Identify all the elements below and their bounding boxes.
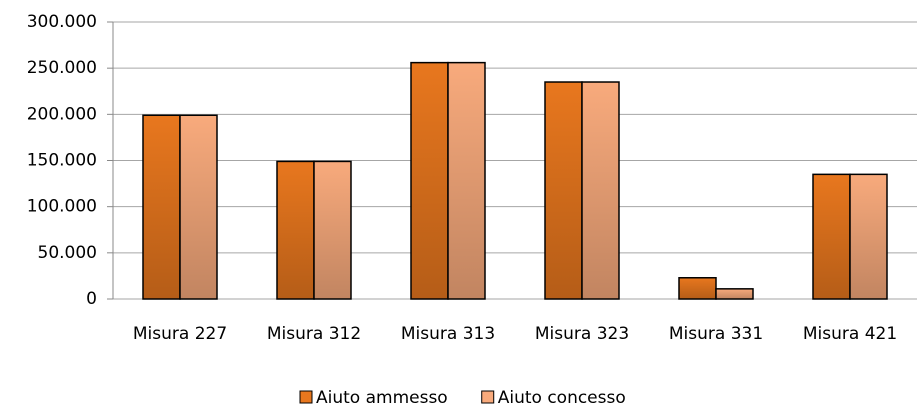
bar-shade	[313, 160, 352, 300]
bar-shade	[812, 173, 851, 300]
y-tick-label: 0	[86, 289, 97, 309]
bar-shade	[179, 114, 218, 300]
legend-swatch	[481, 390, 495, 404]
y-tick-label: 150.000	[27, 151, 97, 171]
bar-shade	[715, 288, 754, 300]
x-tick-label: Misura 227	[133, 324, 227, 344]
x-tick-label: Misura 323	[535, 324, 629, 344]
x-tick-label: Misura 421	[803, 324, 897, 344]
x-tick-label: Misura 312	[267, 324, 361, 344]
bar-shade	[544, 81, 583, 300]
y-tick-label: 200.000	[27, 104, 97, 124]
bar-shade	[142, 114, 181, 300]
y-tick-label: 250.000	[27, 58, 97, 78]
x-tick-label: Misura 331	[669, 324, 763, 344]
x-tick-label: Misura 313	[401, 324, 495, 344]
y-tick-label: 50.000	[38, 243, 97, 263]
y-tick-label: 100.000	[27, 197, 97, 217]
bar-shade	[276, 160, 315, 300]
bar-shade	[410, 61, 449, 300]
bar-shade	[581, 81, 620, 300]
bar-shade	[447, 61, 486, 300]
bar-shade	[849, 173, 888, 300]
y-tick-label: 300.000	[27, 12, 97, 32]
bar-shade	[678, 277, 717, 300]
legend-swatch	[299, 390, 313, 404]
legend-label: Aiuto ammesso	[316, 388, 448, 405]
legend-label: Aiuto concesso	[498, 388, 626, 405]
